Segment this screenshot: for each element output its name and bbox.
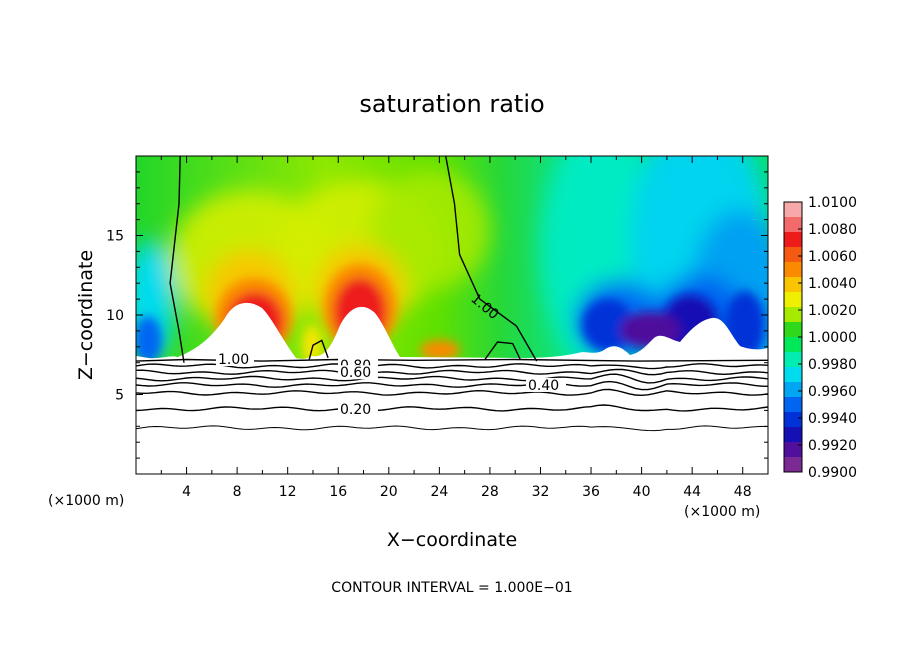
colorbar-label: 0.9980 (808, 357, 857, 373)
contour-label-0-20: 0.20 (340, 402, 371, 418)
colorbar-label: 1.0060 (808, 249, 857, 265)
colorbar-swatch (784, 382, 802, 398)
contour-label-0-60: 0.60 (340, 365, 371, 381)
contour-1-00-0 (169, 156, 185, 363)
colorbar-swatch (784, 457, 802, 473)
colorbar-swatch (784, 307, 802, 323)
contour-label-1-00-base: 1.00 (218, 352, 249, 368)
contour-1-00-2 (308, 339, 329, 360)
colorbar-swatch (784, 247, 802, 263)
colorbar-swatch (784, 337, 802, 353)
x-tick-label: 8 (233, 484, 242, 500)
x-tick-label: 44 (683, 484, 701, 500)
colorbar-swatch (784, 397, 802, 413)
colorbar-swatch (784, 442, 802, 458)
colorbar-label: 1.0040 (808, 276, 857, 292)
colorbar-swatch (784, 322, 802, 338)
colorbar-swatch (784, 232, 802, 248)
y-tick-label: 10 (106, 308, 124, 324)
colorbar-swatch (784, 292, 802, 308)
x-axis-ticks: 4 8 12 16 20 24 28 32 36 40 44 48 (160, 156, 752, 500)
colorbar-label: 0.9920 (808, 438, 857, 454)
contour-label-0-40: 0.40 (528, 378, 559, 394)
x-tick-label: 32 (532, 484, 550, 500)
x-tick-label: 20 (380, 484, 398, 500)
chart-title: saturation ratio (359, 90, 544, 118)
ground-contour-2 (136, 373, 768, 384)
x-tick-label: 16 (329, 484, 347, 500)
colorbar-label: 0.9960 (808, 384, 857, 400)
colorbar-label: 1.0000 (808, 330, 857, 346)
ground-contour-1 (136, 368, 768, 376)
y-axis-ticks: 5 10 15 (106, 171, 768, 459)
y-tick-label: 15 (106, 229, 124, 245)
colorbar-label: 1.0100 (808, 195, 857, 211)
colorbar-swatch (784, 217, 802, 233)
contour-lines (136, 156, 768, 432)
contour-interval-note: CONTOUR INTERVAL = 1.000E−01 (331, 580, 572, 596)
colorbar-swatch (784, 367, 802, 383)
ground-contour-6 (136, 425, 768, 432)
colorbar-label: 1.0020 (808, 303, 857, 319)
x-tick-label: 12 (279, 484, 297, 500)
colorbar-swatch (784, 427, 802, 443)
y-tick-label: 5 (115, 388, 124, 404)
contour-1-00-3 (484, 341, 521, 360)
contour-labels: 1.001.000.800.600.400.20 (216, 291, 566, 418)
y-axis-label: Z−coordinate (75, 250, 97, 380)
ground-contour-4 (136, 388, 768, 397)
colorbar-swatch (784, 352, 802, 368)
contour-1-00-1 (445, 156, 538, 362)
ground-contour-5 (136, 404, 768, 412)
colorbar-swatch (784, 412, 802, 428)
colorbar-label: 1.0080 (808, 222, 857, 238)
heatmap-field (136, 156, 768, 474)
colorbar-swatch (784, 277, 802, 293)
x-tick-label: 48 (734, 484, 752, 500)
contour-label-bg (338, 365, 378, 380)
colorbar: 1.0100 1.0080 1.0060 1.0040 1.0020 1.0000 0.99… (783, 195, 857, 481)
x-tick-label: 36 (582, 484, 600, 500)
contour-label-bg (526, 377, 566, 392)
colorbar-label: 0.9900 (808, 465, 857, 481)
colorbar-label: 0.9940 (808, 411, 857, 427)
x-tick-label: 4 (182, 484, 191, 500)
x-tick-label: 28 (481, 484, 499, 500)
contour-label-bg (338, 401, 378, 416)
x-tick-label: 24 (430, 484, 448, 500)
x-unit-left: (×1000 m) (48, 493, 124, 509)
x-tick-label: 40 (633, 484, 651, 500)
ground-contour-3 (136, 380, 768, 391)
colorbar-swatch (784, 202, 802, 218)
x-axis-label: X−coordinate (387, 529, 517, 551)
colorbar-swatch (784, 262, 802, 278)
x-unit-right: (×1000 m) (684, 504, 760, 520)
ground-contour-0 (136, 363, 768, 370)
contour-label-bg (216, 352, 254, 366)
